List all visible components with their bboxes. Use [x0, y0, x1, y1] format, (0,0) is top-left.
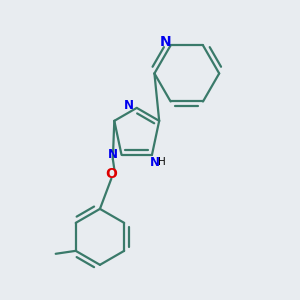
- Text: O: O: [105, 167, 117, 182]
- Text: N: N: [150, 156, 160, 169]
- Text: N: N: [108, 148, 118, 161]
- Text: N: N: [124, 99, 134, 112]
- Text: N: N: [160, 35, 171, 50]
- Text: H: H: [158, 157, 165, 167]
